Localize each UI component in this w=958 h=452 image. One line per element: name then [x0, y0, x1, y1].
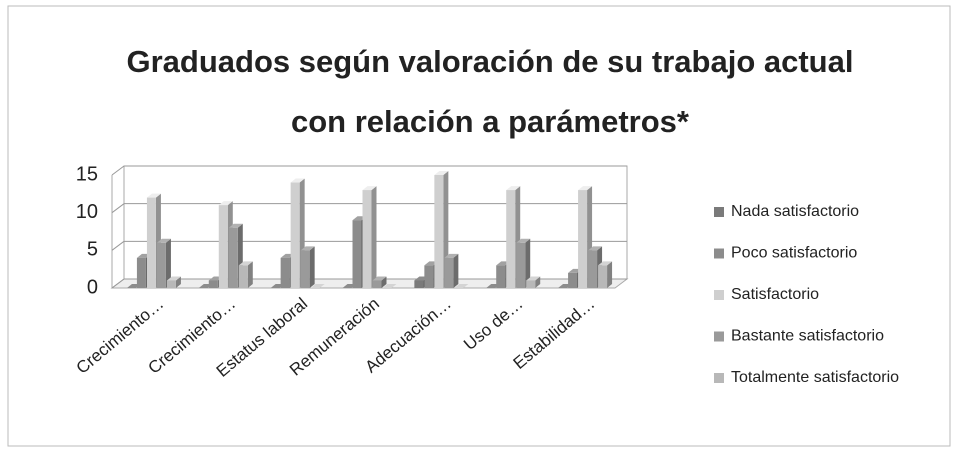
legend-swatch: [714, 248, 724, 259]
bar-side: [165, 238, 171, 288]
legend-swatch: [714, 207, 724, 217]
y-tick-label: 0: [87, 276, 98, 298]
bar-top: [146, 193, 161, 198]
bar: [434, 175, 444, 288]
bar: [424, 265, 434, 288]
bar: [516, 242, 526, 288]
bar-top: [166, 276, 181, 281]
bar-top: [578, 186, 593, 191]
legend-label: Bastante satisfactorio: [731, 328, 884, 345]
bar-side: [175, 276, 181, 288]
bar-top: [454, 284, 469, 288]
bar-top: [362, 186, 377, 191]
bar-side: [525, 238, 531, 288]
bar: [146, 197, 156, 288]
grid-line-side: [111, 240, 125, 251]
legend-swatch: [714, 373, 724, 383]
bar-side: [381, 276, 387, 288]
y-tick-label: 10: [76, 201, 98, 223]
bar: [506, 190, 516, 288]
bar-top: [372, 276, 387, 281]
bar: [598, 265, 608, 288]
bar-top: [382, 284, 397, 288]
bar-side: [371, 186, 377, 288]
bar-top: [516, 238, 531, 243]
y-tick-label: 15: [76, 163, 98, 185]
bar: [414, 280, 424, 288]
bar-top: [218, 201, 233, 206]
bar: [228, 227, 238, 288]
bar-side: [247, 261, 253, 288]
chart-title: Graduados según valoración de su trabajo…: [127, 44, 854, 79]
bar: [218, 205, 228, 288]
bar-side: [535, 276, 541, 288]
bar: [362, 190, 372, 288]
legend-label: Satisfactorio: [731, 286, 819, 303]
bar: [156, 242, 166, 288]
bar: [352, 220, 362, 288]
y-tick-label: 5: [87, 239, 98, 261]
legend-label: Totalmente satisfactorio: [731, 369, 899, 386]
bar-top: [506, 186, 521, 191]
bar: [280, 257, 290, 288]
bar-side: [309, 246, 315, 288]
bar: [444, 257, 454, 288]
bar: [290, 182, 300, 288]
bar-top: [526, 276, 541, 281]
legend-label: Poco satisfactorio: [731, 245, 857, 262]
bar: [238, 265, 248, 288]
grid-line-side: [111, 165, 125, 176]
bar: [372, 280, 382, 288]
chart-frame: [7, 5, 951, 447]
grid-line-side: [111, 203, 125, 214]
bar-top: [290, 178, 305, 183]
chart-title: con relación a parámetros*: [291, 104, 690, 139]
bar: [588, 250, 598, 288]
legend-label: Nada satisfactorio: [731, 203, 859, 220]
bar-top: [228, 223, 243, 228]
bar: [568, 272, 578, 288]
bar-top: [300, 246, 315, 251]
bar-top: [238, 261, 253, 266]
bar-top: [156, 238, 171, 243]
bar: [578, 190, 588, 288]
bar-top: [310, 284, 325, 288]
legend-swatch: [714, 331, 724, 342]
bar: [496, 265, 506, 288]
bar-side: [453, 253, 459, 288]
bar: [526, 280, 536, 288]
bar: [166, 280, 176, 288]
bar: [208, 280, 218, 288]
bar: [136, 257, 146, 288]
bar-top: [588, 246, 603, 251]
bar-top: [598, 261, 613, 266]
bar: [300, 250, 310, 288]
legend-swatch: [714, 290, 724, 300]
bar-top: [434, 171, 449, 175]
grid-line-side: [111, 278, 125, 289]
bar-side: [607, 261, 613, 288]
bar-top: [444, 253, 459, 258]
